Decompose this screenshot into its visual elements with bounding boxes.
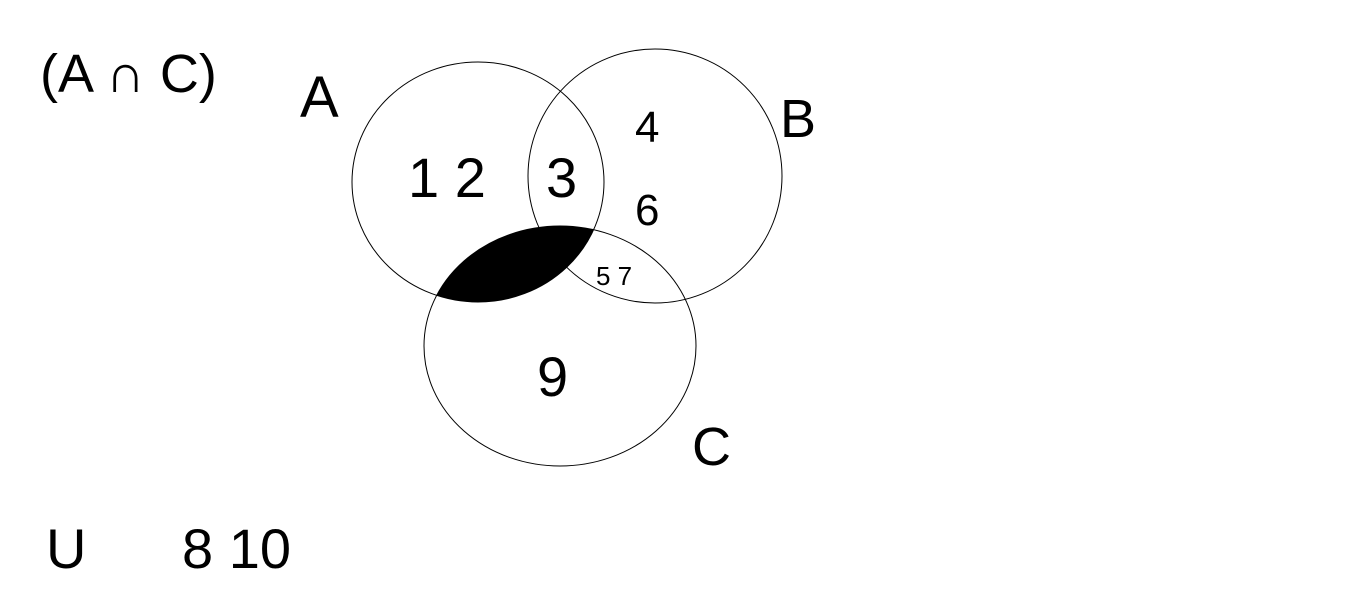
set-expression: (A ∩ C) [40,44,217,104]
region-b-only-top: 4 [635,103,659,152]
shaded-region-a-and-c [424,226,604,302]
set-a-label: A [300,65,339,130]
set-a-circle [351,61,605,303]
universe-outside-elements: 8 10 [182,517,291,580]
region-a-only: 1 2 [408,146,486,209]
set-c-label: C [692,417,731,477]
region-b-and-c: 5 7 [596,261,632,291]
set-c-circle [423,225,697,467]
region-c-only: 9 [537,345,568,408]
set-b-circle [527,48,783,304]
region-b-only-bottom: 6 [635,186,659,235]
universe-label: U [46,517,86,580]
region-a-and-b: 3 [546,146,577,209]
set-b-label: B [780,89,816,149]
